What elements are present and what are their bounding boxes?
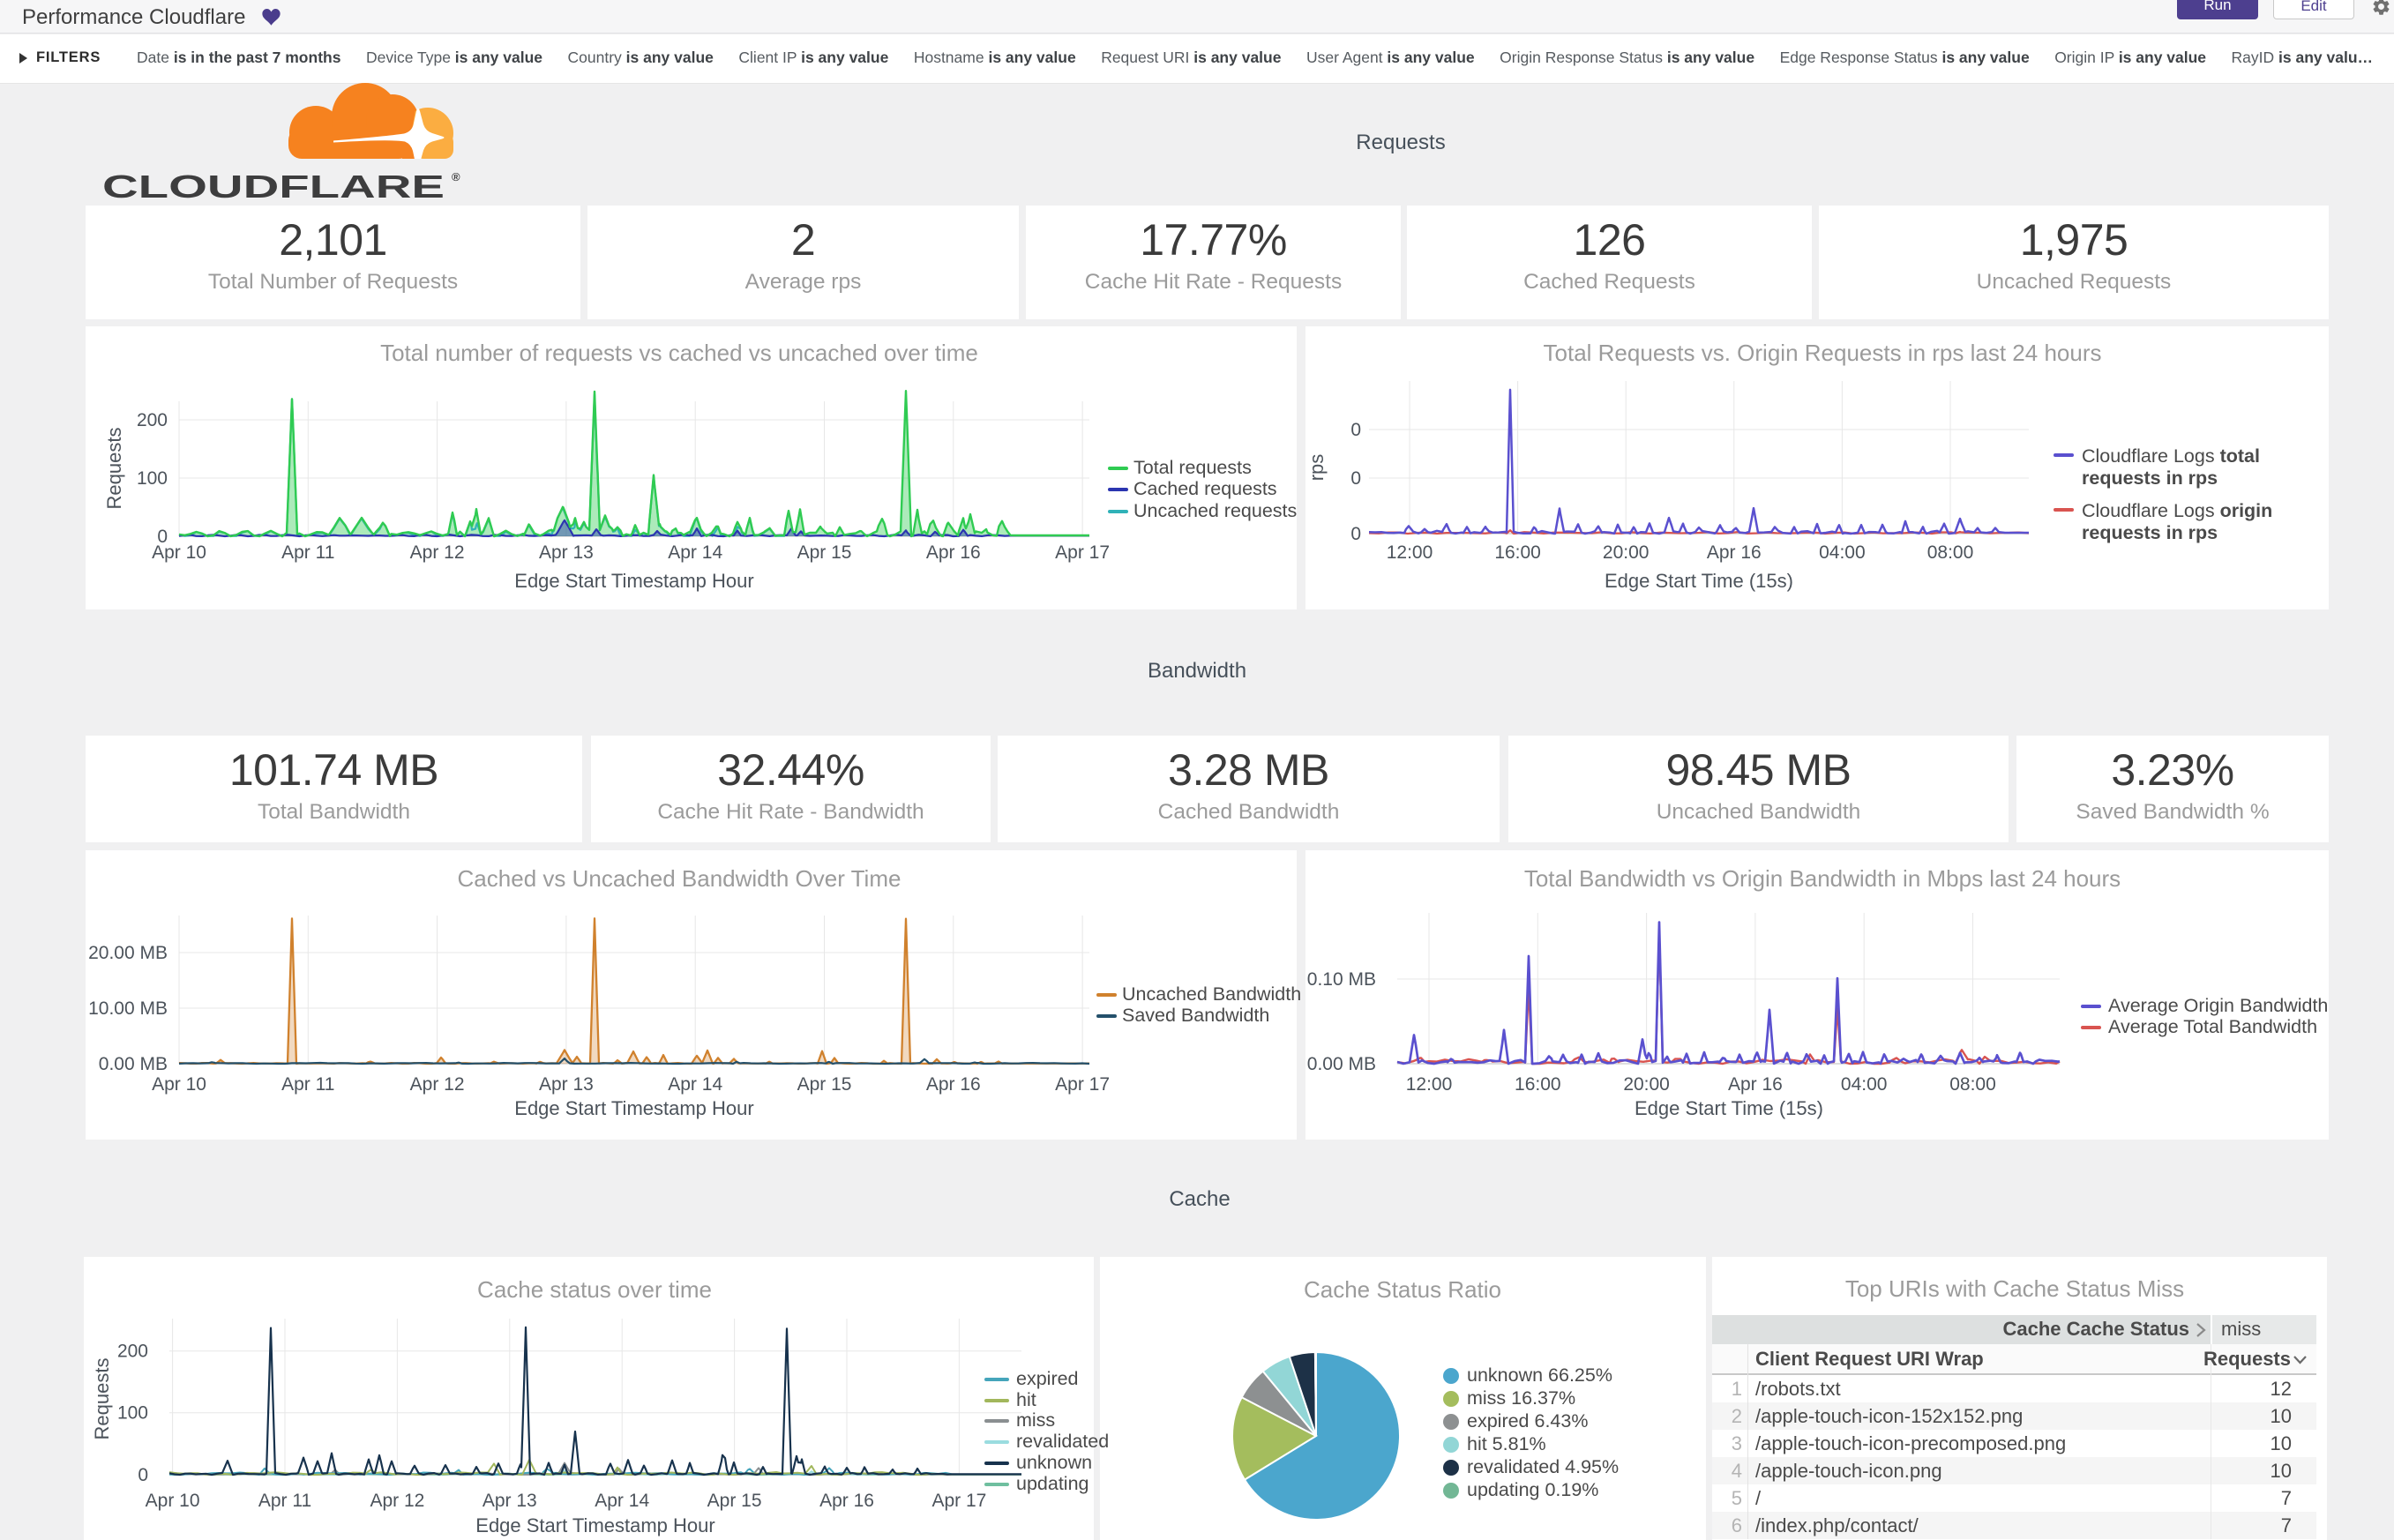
svg-text:Cached vs Uncached Bandwidth O: Cached vs Uncached Bandwidth Over Time bbox=[458, 865, 901, 892]
svg-text:Apr 17: Apr 17 bbox=[931, 1491, 986, 1511]
svg-text:Apr 13: Apr 13 bbox=[539, 542, 594, 563]
svg-text:0.10 MB: 0.10 MB bbox=[1307, 969, 1376, 990]
svg-text:Cache Status Ratio: Cache Status Ratio bbox=[1304, 1276, 1501, 1303]
svg-text:Apr 15: Apr 15 bbox=[797, 542, 852, 563]
svg-text:Apr 16: Apr 16 bbox=[819, 1491, 874, 1511]
svg-text:Apr 17: Apr 17 bbox=[1055, 1074, 1110, 1095]
svg-text:20:00: 20:00 bbox=[1603, 542, 1650, 563]
svg-text:Edge Start Timestamp Hour: Edge Start Timestamp Hour bbox=[514, 570, 753, 592]
svg-text:Apr 13: Apr 13 bbox=[483, 1491, 537, 1511]
svg-text:Top URIs with Cache Status Mis: Top URIs with Cache Status Miss bbox=[1845, 1275, 2184, 1302]
svg-text:Apr 13: Apr 13 bbox=[539, 1074, 594, 1095]
svg-text:0.00 MB: 0.00 MB bbox=[99, 1054, 168, 1074]
svg-text:16:00: 16:00 bbox=[1515, 1074, 1561, 1095]
svg-text:04:00: 04:00 bbox=[1841, 1074, 1888, 1095]
svg-text:12:00: 12:00 bbox=[1387, 542, 1433, 563]
svg-text:08:00: 08:00 bbox=[1949, 1074, 1996, 1095]
svg-text:0: 0 bbox=[1350, 468, 1361, 489]
svg-text:0: 0 bbox=[157, 527, 168, 547]
svg-text:0: 0 bbox=[138, 1465, 148, 1485]
svg-text:®: ® bbox=[452, 170, 460, 183]
svg-text:Apr 11: Apr 11 bbox=[281, 1074, 334, 1095]
svg-text:200: 200 bbox=[137, 410, 168, 430]
svg-text:100: 100 bbox=[137, 468, 168, 489]
svg-text:Apr 11: Apr 11 bbox=[258, 1491, 311, 1511]
svg-text:Apr 16: Apr 16 bbox=[1707, 542, 1762, 563]
svg-text:Requests: Requests bbox=[91, 1358, 113, 1440]
svg-text:CLOUDFLARE: CLOUDFLARE bbox=[102, 168, 445, 205]
svg-text:Requests: Requests bbox=[103, 428, 125, 510]
svg-text:Apr 12: Apr 12 bbox=[370, 1491, 424, 1511]
svg-text:Total number of requests vs ca: Total number of requests vs cached vs un… bbox=[380, 340, 978, 366]
svg-text:Apr 10: Apr 10 bbox=[152, 542, 206, 563]
svg-text:Edge Start Timestamp Hour: Edge Start Timestamp Hour bbox=[514, 1097, 753, 1119]
svg-text:Total Bandwidth vs Origin Band: Total Bandwidth vs Origin Bandwidth in M… bbox=[1524, 865, 2121, 892]
svg-text:Apr 11: Apr 11 bbox=[281, 542, 334, 563]
svg-text:rps: rps bbox=[1305, 454, 1328, 482]
svg-text:Apr 12: Apr 12 bbox=[410, 1074, 465, 1095]
svg-text:Apr 15: Apr 15 bbox=[797, 1074, 852, 1095]
svg-text:Edge Start Time (15s): Edge Start Time (15s) bbox=[1605, 570, 1793, 592]
svg-text:Apr 16: Apr 16 bbox=[926, 1074, 981, 1095]
svg-text:200: 200 bbox=[117, 1342, 148, 1362]
svg-text:100: 100 bbox=[117, 1403, 148, 1424]
svg-text:Apr 12: Apr 12 bbox=[410, 542, 465, 563]
svg-text:Apr 17: Apr 17 bbox=[1055, 542, 1110, 563]
svg-text:16:00: 16:00 bbox=[1494, 542, 1541, 563]
svg-text:Apr 14: Apr 14 bbox=[595, 1491, 649, 1511]
svg-text:Edge Start Timestamp Hour: Edge Start Timestamp Hour bbox=[475, 1514, 714, 1536]
svg-text:Apr 16: Apr 16 bbox=[926, 542, 981, 563]
svg-text:Edge Start Time (15s): Edge Start Time (15s) bbox=[1635, 1097, 1823, 1119]
svg-text:Apr 10: Apr 10 bbox=[152, 1074, 206, 1095]
svg-text:Cache status over time: Cache status over time bbox=[477, 1276, 712, 1303]
svg-text:08:00: 08:00 bbox=[1927, 542, 1974, 563]
svg-text:Apr 10: Apr 10 bbox=[146, 1491, 200, 1511]
svg-text:20:00: 20:00 bbox=[1623, 1074, 1670, 1095]
svg-text:20.00 MB: 20.00 MB bbox=[88, 943, 168, 963]
svg-text:Apr 16: Apr 16 bbox=[1728, 1074, 1783, 1095]
svg-text:0.00 MB: 0.00 MB bbox=[1307, 1054, 1376, 1074]
svg-text:04:00: 04:00 bbox=[1819, 542, 1866, 563]
svg-text:0: 0 bbox=[1350, 524, 1361, 544]
svg-text:Total Requests vs. Origin Requ: Total Requests vs. Origin Requests in rp… bbox=[1544, 340, 2102, 366]
svg-text:10.00 MB: 10.00 MB bbox=[88, 998, 168, 1019]
svg-text:Apr 14: Apr 14 bbox=[668, 1074, 722, 1095]
svg-text:12:00: 12:00 bbox=[1406, 1074, 1453, 1095]
svg-text:Apr 15: Apr 15 bbox=[707, 1491, 762, 1511]
svg-text:0: 0 bbox=[1350, 420, 1361, 440]
svg-text:Apr 14: Apr 14 bbox=[668, 542, 722, 563]
